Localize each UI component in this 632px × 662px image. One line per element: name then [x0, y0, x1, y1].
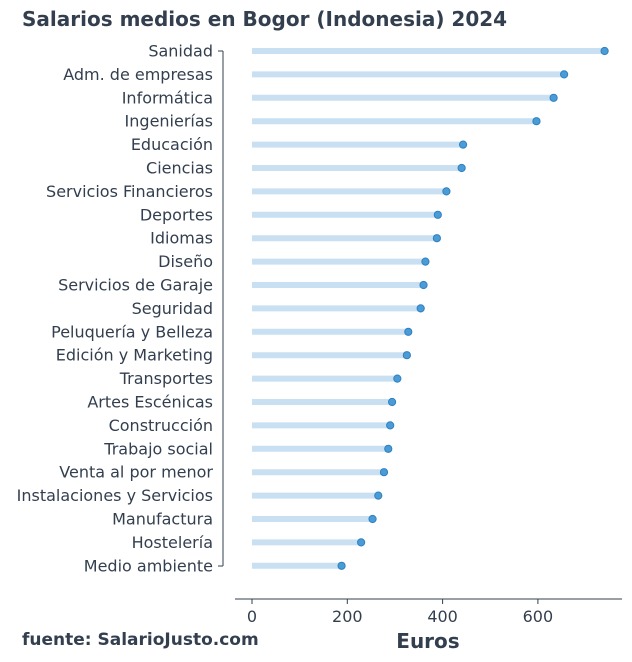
lollipop-point [404, 327, 413, 336]
category-label: Edición y Marketing [56, 346, 213, 365]
x-tick-label: 200 [332, 607, 363, 626]
category-label: Peluquería y Belleza [51, 322, 213, 341]
lollipop-point [368, 514, 377, 524]
lollipop-point [600, 46, 609, 56]
lollipop-point [457, 163, 466, 173]
category-label: Manufactura [112, 510, 213, 529]
lollipop-point [421, 257, 430, 266]
lollipop-point [386, 421, 395, 430]
lollipop-point [442, 187, 451, 196]
x-axis-label: Euros [396, 629, 459, 653]
category-label: Servicios de Garaje [58, 276, 213, 295]
lollipop-point [379, 468, 389, 477]
lollipop-point [560, 70, 569, 79]
chart-title: Salarios medios en Bogor (Indonesia) 202… [22, 7, 507, 31]
category-label: Servicios Financieros [46, 182, 213, 201]
lollipop-point [393, 374, 402, 383]
lollipop-point [549, 93, 558, 102]
category-label: Trabajo social [103, 439, 213, 458]
lollipop-series [252, 46, 609, 570]
category-label: Informática [122, 88, 213, 107]
lollipop-point [419, 280, 428, 290]
lollipop-point [458, 140, 468, 149]
x-tick-label: 0 [247, 607, 257, 626]
category-label: Hostelería [132, 533, 213, 552]
lollipop-point [416, 304, 425, 313]
category-label: Educación [131, 135, 213, 154]
category-label: Venta al por menor [59, 463, 213, 482]
category-label: Sanidad [148, 42, 213, 61]
category-label: Medio ambiente [84, 556, 213, 575]
x-axis-ticks: 0 200 400 600 [247, 599, 553, 626]
category-label: Deportes [140, 205, 213, 224]
x-tick-label: 400 [427, 607, 458, 626]
category-label: Seguridad [132, 299, 213, 318]
lollipop-point [384, 444, 393, 453]
category-label: Adm. de empresas [63, 65, 213, 84]
lollipop-point [357, 538, 366, 547]
category-label: Ciencias [146, 159, 213, 178]
lollipop-point [387, 397, 397, 407]
source-label: fuente: SalarioJusto.com [22, 630, 259, 650]
category-labels: Sanidad Adm. de empresas Informática Ingeni… [17, 42, 214, 576]
lollipop-point [432, 234, 441, 243]
lollipop-point [402, 351, 411, 360]
category-label: Ingenierías [125, 112, 213, 131]
category-label: Artes Escénicas [87, 393, 213, 412]
category-label: Construcción [109, 416, 213, 435]
category-label: Diseño [158, 252, 213, 271]
category-label: Idiomas [150, 229, 213, 248]
lollipop-point [433, 210, 442, 219]
lollipop-point [374, 491, 383, 500]
category-label: Instalaciones y Servicios [17, 486, 213, 505]
lollipop-point [532, 117, 541, 126]
x-tick-label: 600 [523, 607, 554, 626]
lollipop-point [337, 561, 346, 570]
category-label: Transportes [119, 369, 213, 388]
